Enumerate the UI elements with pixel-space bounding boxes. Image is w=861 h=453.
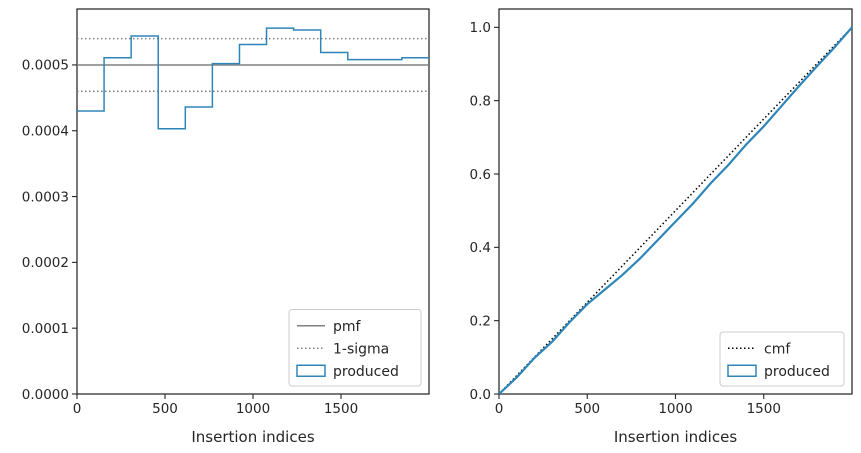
x-tick-label: 500 (574, 401, 600, 417)
produced-step-line (77, 27, 429, 130)
y-tick-label: 0.0002 (22, 255, 69, 271)
legend-swatch-produced (296, 364, 326, 377)
produced-bin-3 (158, 128, 185, 130)
legend: cmf produced (719, 331, 845, 387)
y-tick-label: 0.0004 (22, 124, 69, 140)
produced-bin-8 (294, 29, 321, 31)
x-tick-label: 0 (495, 401, 504, 417)
cmf-panel: 0 500 1000 1500 0.0 0.2 0.4 0.6 0.8 1.0 Insertion … (470, 8, 853, 446)
produced-bin-5 (212, 63, 239, 65)
produced-bin-0 (77, 110, 104, 112)
produced-bin-4 (185, 106, 212, 108)
y-tick-label: 0.0001 (22, 321, 69, 337)
produced-bin-6 (239, 44, 266, 46)
produced-bin-11 (375, 59, 402, 61)
legend-box (719, 331, 845, 387)
y-tick-label: 1.0 (470, 20, 491, 36)
x-tick-label: 0 (73, 401, 82, 417)
produced-bin-1 (104, 57, 131, 59)
pmf-panel: 0 500 1000 1500 0.0000 0.0001 0.0002 0.0003 0.00… (22, 8, 430, 446)
x-tick-label: 1500 (747, 401, 781, 417)
cmf-line (498, 26, 853, 395)
y-tick-label: 0.0000 (22, 387, 69, 403)
y-tick-label: 0.2 (470, 313, 491, 329)
x-axis-label: Insertion indices (191, 428, 314, 446)
y-tick-label: 0.6 (470, 167, 491, 183)
legend-label-1-sigma: 1-sigma (333, 341, 389, 357)
legend: pmf 1-sigma produced (288, 309, 422, 387)
x-tick-label: 1000 (658, 401, 692, 417)
y-tick-label: 0.0 (470, 387, 491, 403)
y-tick-label: 0.0005 (22, 58, 69, 74)
legend-box (288, 309, 422, 387)
produced-bin-10 (348, 59, 375, 61)
legend-label-produced: produced (333, 364, 399, 380)
y-tick-label: 0.8 (470, 93, 491, 109)
y-tick-label: 0.4 (470, 240, 491, 256)
x-axis-label: Insertion indices (614, 428, 737, 446)
legend-swatch-produced (727, 364, 757, 377)
produced-bin-7 (267, 27, 294, 29)
legend-label-pmf: pmf (333, 319, 362, 335)
x-tick-label: 500 (152, 401, 178, 417)
legend-label-produced: produced (764, 364, 830, 380)
produced-bin-9 (321, 51, 348, 53)
y-tick-label: 0.0003 (22, 189, 69, 205)
x-tick-label: 1500 (324, 401, 358, 417)
produced-bin-12 (402, 57, 429, 59)
legend-label-cmf: cmf (764, 341, 791, 357)
x-tick-label: 1000 (236, 401, 270, 417)
produced-bin-2 (131, 35, 158, 37)
